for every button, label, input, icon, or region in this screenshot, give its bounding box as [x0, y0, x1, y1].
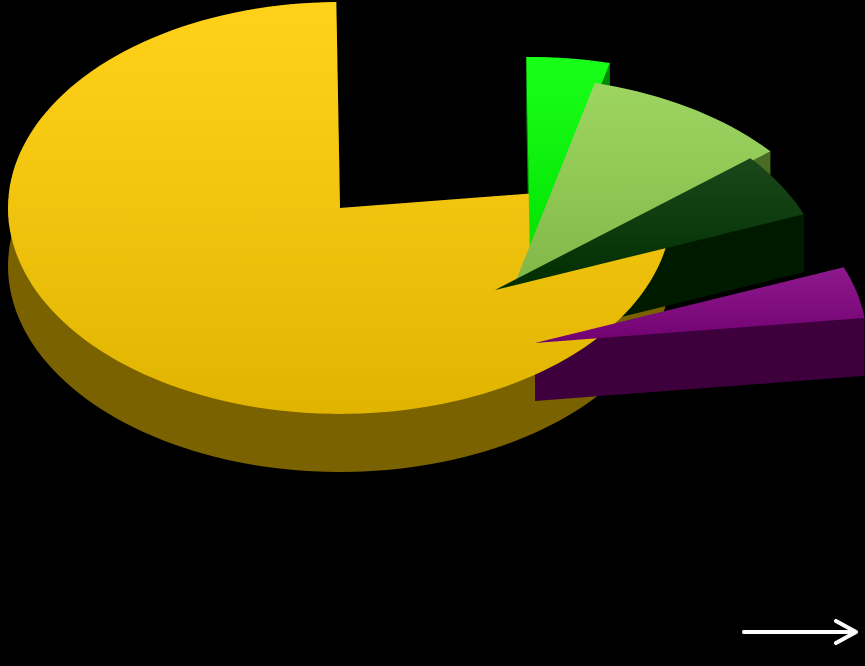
- arrow-right-icon: [742, 619, 858, 645]
- pie-slice-3-shade: [515, 83, 771, 283]
- pie-slice-5-shade: [535, 267, 865, 343]
- pie-slice-5-wall-2: [535, 317, 865, 401]
- pie-slice-4-shade: [495, 158, 804, 290]
- pie-slice-1-shade: [8, 2, 672, 414]
